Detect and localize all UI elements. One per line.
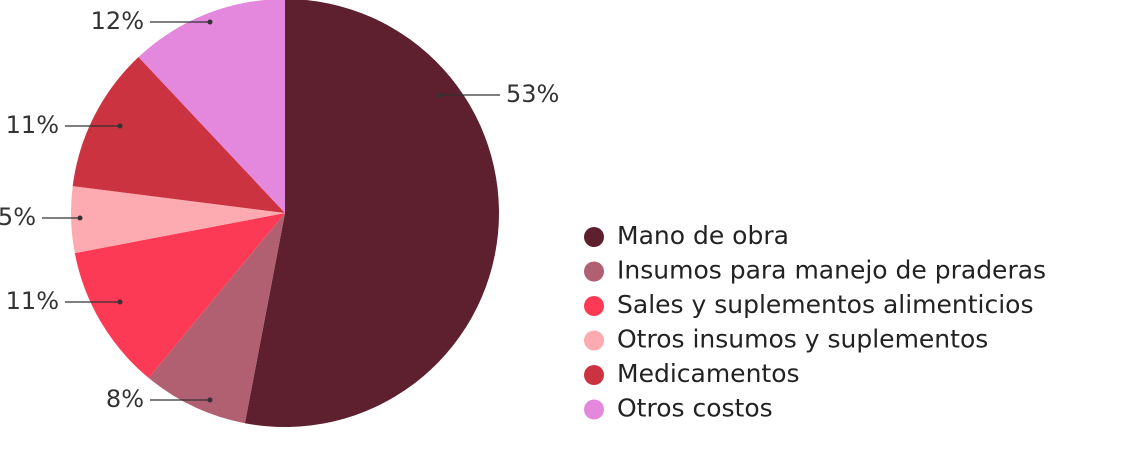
legend-swatch [584, 296, 604, 316]
data-label: 12% [91, 7, 144, 35]
legend-swatch [584, 227, 604, 247]
pie-slice [244, 0, 499, 427]
legend-swatch [584, 399, 604, 420]
leader-dot [77, 215, 83, 221]
legend-label: Mano de obra [617, 221, 789, 250]
data-label: 11% [6, 111, 59, 139]
pie-slice [72, 57, 285, 213]
leader-dot [117, 299, 123, 305]
leader-dot [437, 92, 443, 98]
leader-dot [207, 19, 213, 25]
legend-swatch [584, 365, 604, 385]
legend-label: Otros costos [617, 394, 773, 423]
leader-dot [117, 123, 123, 129]
pie-slice [138, 0, 285, 213]
data-label: 53% [506, 80, 559, 108]
leader-dot [207, 397, 213, 403]
data-label: 5% [0, 203, 36, 231]
pie-slice [70, 186, 285, 254]
legend-label: Sales y suplementos alimenticios [617, 290, 1034, 319]
legend-label: Insumos para manejo de praderas [617, 256, 1046, 285]
legend-swatch [584, 330, 604, 351]
legend-label: Medicamentos [617, 359, 800, 388]
pie-slice [74, 213, 285, 378]
legend-swatch [584, 261, 604, 282]
legend-label: Otros insumos y suplementos [617, 325, 988, 354]
data-label: 11% [6, 287, 59, 315]
data-label: 8% [106, 385, 144, 413]
pie-slice [148, 213, 285, 424]
